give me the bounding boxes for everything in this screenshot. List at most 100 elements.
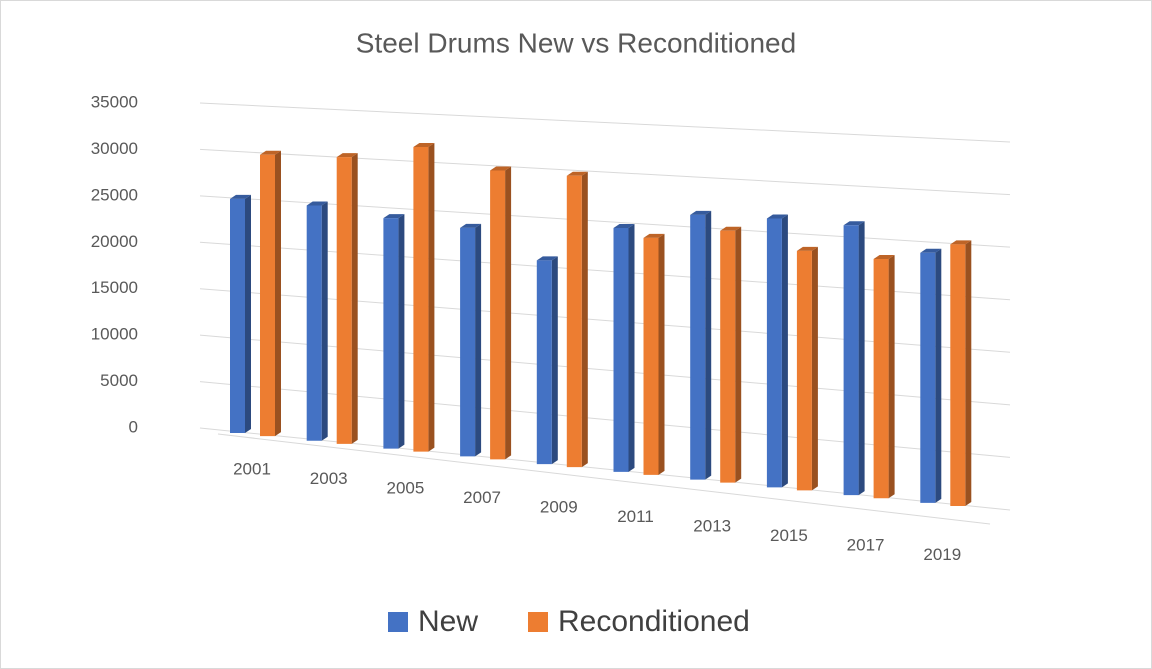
x-tick-label: 2019 <box>923 545 961 564</box>
bar-front <box>536 260 552 465</box>
bar-side <box>475 223 482 457</box>
bar <box>336 153 358 444</box>
bar-front <box>920 252 936 503</box>
bar-side <box>428 142 435 452</box>
bar-top <box>950 240 972 245</box>
bar-front <box>306 205 322 441</box>
x-tick-label: 2015 <box>770 526 808 545</box>
bar-top <box>873 255 895 260</box>
bar-top <box>613 224 635 229</box>
bar-front <box>843 225 859 496</box>
bar-front <box>383 218 399 449</box>
bar-side <box>628 224 635 472</box>
y-tick-label: 0 <box>129 417 138 436</box>
bar-front <box>796 250 812 491</box>
bar-side <box>581 171 588 468</box>
y-tick-label: 30000 <box>91 139 138 158</box>
bar-side <box>935 248 942 503</box>
bar-side <box>505 166 512 460</box>
legend-label: New <box>418 605 478 638</box>
bar-front <box>490 170 506 460</box>
bar-top <box>306 201 328 206</box>
bar-side <box>888 255 895 499</box>
bar <box>613 224 635 472</box>
bar-top <box>566 171 588 176</box>
bar-front <box>950 244 966 506</box>
x-tick-label: 2017 <box>847 535 885 554</box>
bar <box>490 166 512 460</box>
bar <box>643 233 665 475</box>
bar <box>306 201 328 441</box>
bar <box>260 150 281 437</box>
legend-label: Reconditioned <box>558 605 750 638</box>
bar <box>690 210 712 480</box>
bar-top <box>460 223 482 228</box>
bar-side <box>781 214 788 488</box>
bar-top <box>643 233 665 238</box>
y-tick-label: 10000 <box>91 325 138 344</box>
bar-top <box>720 226 742 231</box>
bar <box>796 246 818 491</box>
bar-side <box>398 214 405 449</box>
bar-front <box>230 198 245 434</box>
bar-top <box>413 142 435 147</box>
bar <box>843 221 865 496</box>
bar-front <box>336 157 352 444</box>
bar-side <box>551 256 558 465</box>
bar-front <box>873 259 889 499</box>
bar-front <box>690 214 706 480</box>
bar-side <box>275 150 281 437</box>
x-tick-label: 2013 <box>693 516 731 535</box>
bar-front <box>720 230 736 483</box>
x-tick-label: 2003 <box>310 469 348 488</box>
x-tick-label: 2009 <box>540 497 578 516</box>
legend-swatch <box>528 612 548 632</box>
bar <box>873 255 895 499</box>
y-tick-label: 25000 <box>91 185 138 204</box>
bar <box>766 214 788 488</box>
grid-line <box>199 195 1011 248</box>
bar-top <box>336 153 358 158</box>
bar-side <box>705 210 712 480</box>
bar <box>920 248 942 503</box>
floor-edge <box>217 433 991 525</box>
bar-top <box>796 246 818 251</box>
bar-front <box>643 237 659 475</box>
bar-top <box>843 221 865 226</box>
y-tick-label: 15000 <box>91 278 138 297</box>
bar-top <box>690 210 712 215</box>
bar-front <box>766 218 782 488</box>
legend-swatch <box>388 612 408 632</box>
x-tick-label: 2007 <box>463 488 501 507</box>
bar-front <box>566 175 582 468</box>
bar-side <box>965 240 972 506</box>
x-tick-label: 2005 <box>386 478 424 497</box>
x-tick-label: 2011 <box>617 507 654 526</box>
x-tick-label: 2001 <box>233 459 271 478</box>
bar-front <box>413 146 429 452</box>
y-tick-label: 20000 <box>91 232 138 251</box>
bar <box>460 223 482 457</box>
bar <box>383 214 405 449</box>
bar-top <box>920 248 942 253</box>
bar-top <box>490 166 512 171</box>
bar-top <box>766 214 788 219</box>
y-tick-label: 5000 <box>100 371 138 390</box>
bar-side <box>245 194 251 434</box>
bar-top <box>230 194 251 199</box>
bar-top <box>260 150 281 155</box>
bar <box>230 194 251 434</box>
bar <box>536 256 558 465</box>
bar-side <box>811 246 818 491</box>
bar-side <box>735 226 742 483</box>
bar-side <box>658 233 665 475</box>
bar <box>413 142 435 452</box>
bar-front <box>260 154 275 437</box>
y-tick-label: 35000 <box>91 92 138 111</box>
bar-front <box>613 228 629 472</box>
bar-side <box>858 221 865 496</box>
bar-top <box>383 214 405 219</box>
grid-line <box>199 148 1011 196</box>
bar-side <box>321 201 328 441</box>
